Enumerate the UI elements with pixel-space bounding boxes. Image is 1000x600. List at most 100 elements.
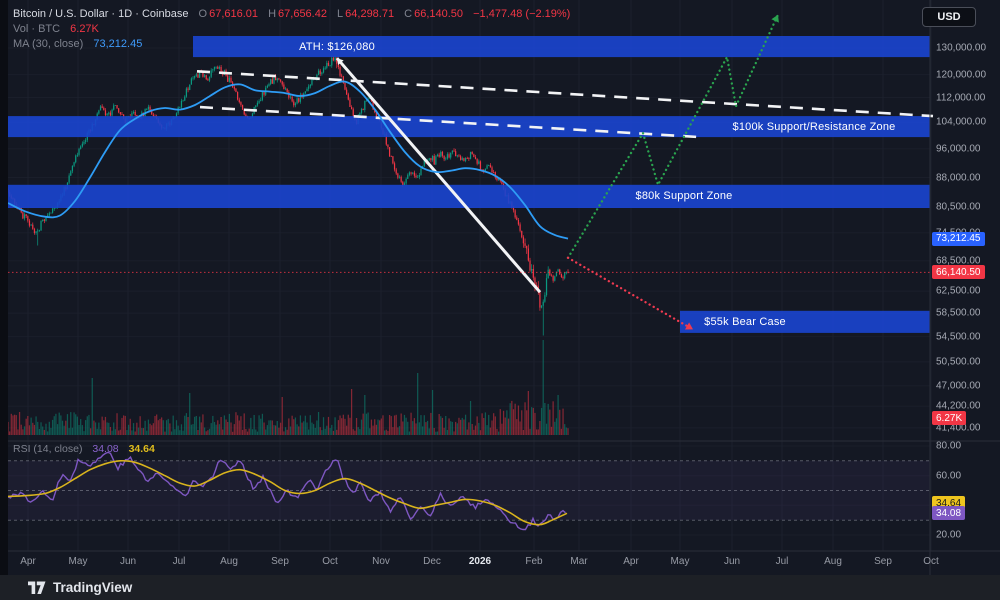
chart-canvas[interactable] — [0, 0, 1000, 575]
volume-bar — [91, 378, 93, 435]
candle-body — [202, 71, 204, 77]
time-axis[interactable]: Apr May Jun Jul Aug Sep Oct Nov Dec 2026 Feb Mar Apr… — [0, 551, 1000, 575]
volume-bar — [435, 431, 437, 435]
ma-label[interactable]: MA (30, close) — [13, 38, 84, 50]
volume-bar — [132, 423, 135, 435]
volume-bar — [281, 397, 283, 435]
candle-body — [243, 109, 245, 115]
candle-body — [23, 214, 26, 219]
volume-bar — [83, 431, 85, 435]
candle-body — [362, 109, 364, 111]
volume-bar — [326, 425, 328, 435]
candle-body — [51, 208, 54, 213]
volume-bar — [251, 429, 254, 435]
low-label: L — [337, 8, 344, 20]
volume-label[interactable]: Vol · BTC — [13, 23, 61, 35]
rsi-tick-label: 20.00 — [936, 529, 962, 541]
candle-body — [420, 168, 422, 175]
volume-bar — [203, 427, 206, 435]
candle-body — [539, 292, 541, 308]
volume-bar — [109, 427, 112, 435]
volume-bar — [127, 424, 130, 435]
time-tick-label: Dec — [423, 556, 441, 567]
volume-bar — [479, 430, 482, 435]
candle-body — [85, 140, 87, 142]
candle-body — [286, 88, 288, 92]
candle-body — [319, 70, 321, 74]
volume-bar — [380, 418, 382, 435]
currency-toggle-button[interactable]: USD — [922, 7, 976, 27]
candle-body — [535, 285, 538, 287]
volume-bar — [405, 417, 407, 435]
volume-bar — [271, 420, 273, 435]
volume-bar — [73, 412, 75, 435]
volume-bar — [415, 423, 417, 435]
candle-body — [324, 67, 326, 69]
symbol-title[interactable]: Bitcoin / U.S. Dollar · 1D · Coinbase — [13, 8, 189, 20]
volume-bar — [134, 431, 136, 435]
candle-body — [565, 272, 567, 273]
volume-bar — [47, 431, 49, 435]
candle-body — [397, 173, 399, 178]
candle-body — [430, 158, 432, 161]
volume-bar — [319, 427, 321, 435]
zones-layer — [8, 36, 930, 333]
volume-bar — [99, 429, 102, 435]
volume-bar — [240, 416, 242, 435]
volume-bar — [256, 431, 259, 435]
volume-bar — [532, 407, 534, 435]
candle-body — [550, 275, 553, 277]
volume-bar — [359, 429, 361, 435]
volume-bar — [81, 425, 83, 435]
candle-body — [441, 151, 444, 156]
volume-bar — [12, 415, 14, 435]
candle-body — [329, 65, 331, 67]
candle-body — [238, 99, 240, 103]
volume-bar — [213, 422, 216, 435]
rsi-label[interactable]: RSI (14, close) — [13, 443, 83, 455]
volume-bar — [549, 409, 551, 435]
axis-price-badge: 66,140.50 — [932, 265, 985, 280]
volume-bar — [149, 423, 151, 435]
candle-body — [40, 221, 42, 231]
volume-bar — [433, 428, 435, 435]
volume-bar — [303, 421, 305, 435]
price-tick-label: 130,000.00 — [936, 42, 987, 54]
volume-bar — [436, 431, 439, 435]
candle-body — [493, 172, 495, 173]
time-tick-label: Jun — [119, 556, 137, 567]
candle-body — [326, 62, 328, 68]
tradingview-logo[interactable]: TradingView — [28, 580, 132, 595]
volume-bar — [369, 428, 371, 435]
volume-bar — [354, 430, 356, 435]
candle-body — [463, 158, 465, 161]
price-tick-label: 88,000.00 — [936, 172, 981, 183]
candle-body — [560, 274, 563, 278]
volume-bar — [408, 431, 411, 435]
candle-body — [213, 66, 216, 70]
candle-body — [405, 178, 407, 184]
volume-bar — [180, 424, 183, 435]
candle-body — [68, 175, 70, 183]
high-label: H — [268, 8, 277, 20]
volume-bar — [531, 407, 533, 435]
volume-bar — [263, 422, 265, 435]
rsi-legend: RSI (14, close) 34.08 34.64 — [13, 443, 155, 455]
price-tick-label: 96,000.00 — [936, 143, 981, 155]
candle-body — [147, 106, 150, 110]
left-edge-strip — [0, 0, 8, 575]
candle-body — [230, 77, 232, 83]
price-tick-label: 62,500.00 — [936, 285, 981, 297]
candle-body — [393, 163, 396, 170]
volume-bar — [250, 417, 252, 435]
candle-body — [42, 219, 44, 222]
volume-bar — [55, 413, 57, 435]
candle-body — [38, 230, 41, 232]
volume-bar — [278, 427, 280, 435]
volume-bar — [142, 428, 145, 435]
volume-bar — [311, 422, 313, 435]
volume-bar — [555, 418, 558, 435]
volume-bar — [283, 431, 285, 435]
price-axis[interactable]: 130,000.00 120,000.00 112,000.00 104,000.00… — [930, 0, 1000, 575]
